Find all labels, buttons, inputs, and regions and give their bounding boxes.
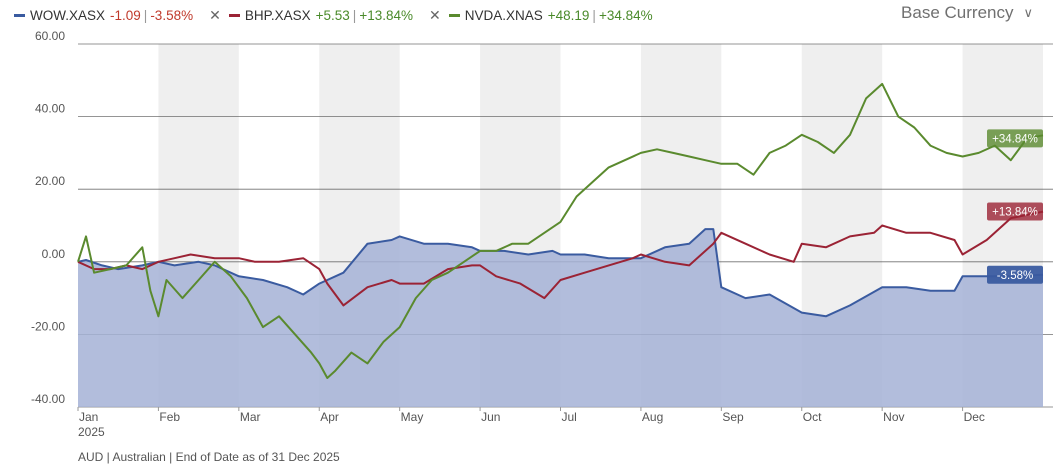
line-chart: 60.00 40.00 20.00 0.00 -20.00 -40.00 Jan Feb Mar…	[31, 30, 1053, 424]
base-currency-label: Base Currency	[901, 3, 1014, 22]
y-tick-label: 20.00	[35, 174, 65, 188]
x-tick-label-jul: Jul	[562, 410, 577, 424]
legend-separator: |	[352, 7, 357, 23]
close-icon[interactable]: ✕	[209, 6, 221, 23]
y-tick-label: -20.00	[31, 319, 65, 333]
legend-change: -1.09	[110, 7, 141, 23]
close-icon[interactable]: ✕	[428, 6, 441, 23]
y-tick-label: 40.00	[35, 102, 65, 116]
x-tick-label-may: May	[401, 410, 424, 424]
legend-swatch	[448, 13, 460, 17]
legend-symbol: WOW.XASX	[30, 7, 106, 23]
legend-change: +48.19	[547, 7, 590, 23]
legend-change-pct: -3.58%	[150, 7, 194, 23]
legend-change: +5.53	[315, 7, 350, 23]
x-tick-label-nov: Nov	[883, 410, 904, 424]
end-label-nvda-xnas: +34.84%	[992, 133, 1038, 145]
legend-swatch	[14, 13, 25, 17]
y-tick-label: -40.00	[31, 392, 65, 406]
legend-item-bhp-xasx: BHP.XASX +5.53 | +13.84%	[228, 7, 413, 23]
legend-swatch	[228, 13, 240, 17]
x-tick-label-mar: Mar	[240, 410, 261, 424]
base-currency-dropdown[interactable]: Base Currency ∨	[901, 3, 1033, 23]
x-tick-label-jun: Jun	[481, 410, 500, 424]
chart-legend: WOW.XASX -1.09 | -3.58% ✕ BHP.XASX +5.53 | +13.8…	[14, 4, 663, 26]
series-line-nvda-xnas	[77, 82, 1044, 379]
end-label-badge	[987, 265, 1043, 284]
series-line-bhp-xasx	[77, 210, 1044, 307]
x-tick-label-aug: Aug	[642, 410, 663, 424]
legend-item-wow-xasx: WOW.XASX -1.09 | -3.58%	[14, 8, 193, 23]
x-tick-label-oct: Oct	[803, 410, 822, 424]
end-label-bhp-xasx: +13.84%	[992, 207, 1038, 219]
x-tick-label-jan: Jan	[79, 410, 98, 424]
x-tick-label-apr: Apr	[320, 410, 339, 424]
legend-separator: |	[592, 7, 596, 23]
legend-symbol: NVDA.XNAS	[464, 7, 543, 23]
x-tick-label-feb: Feb	[159, 410, 180, 424]
y-tick-label: 60.00	[35, 30, 65, 43]
legend-separator: |	[143, 7, 148, 23]
footer-note: AUD | Australian | End of Date as of 31 …	[78, 450, 340, 464]
legend-change-pct: +13.84%	[359, 7, 413, 23]
end-label-badge	[987, 202, 1043, 221]
year-label: 2025	[78, 425, 105, 439]
legend-symbol: BHP.XASX	[244, 7, 311, 23]
x-tick-label-dec: Dec	[964, 410, 985, 424]
legend-change-pct: +34.84%	[598, 7, 653, 23]
end-label-wow-xasx: -3.58%	[997, 270, 1033, 282]
legend-item-nvda-xnas: NVDA.XNAS +48.19 | +34.84%	[448, 7, 653, 23]
series-line-wow-xasx	[77, 228, 1044, 318]
y-tick-label: 0.00	[42, 247, 66, 261]
chevron-down-icon: ∨	[1023, 5, 1033, 20]
end-label-badge	[987, 129, 1043, 148]
x-tick-label-sep: Sep	[722, 410, 744, 424]
